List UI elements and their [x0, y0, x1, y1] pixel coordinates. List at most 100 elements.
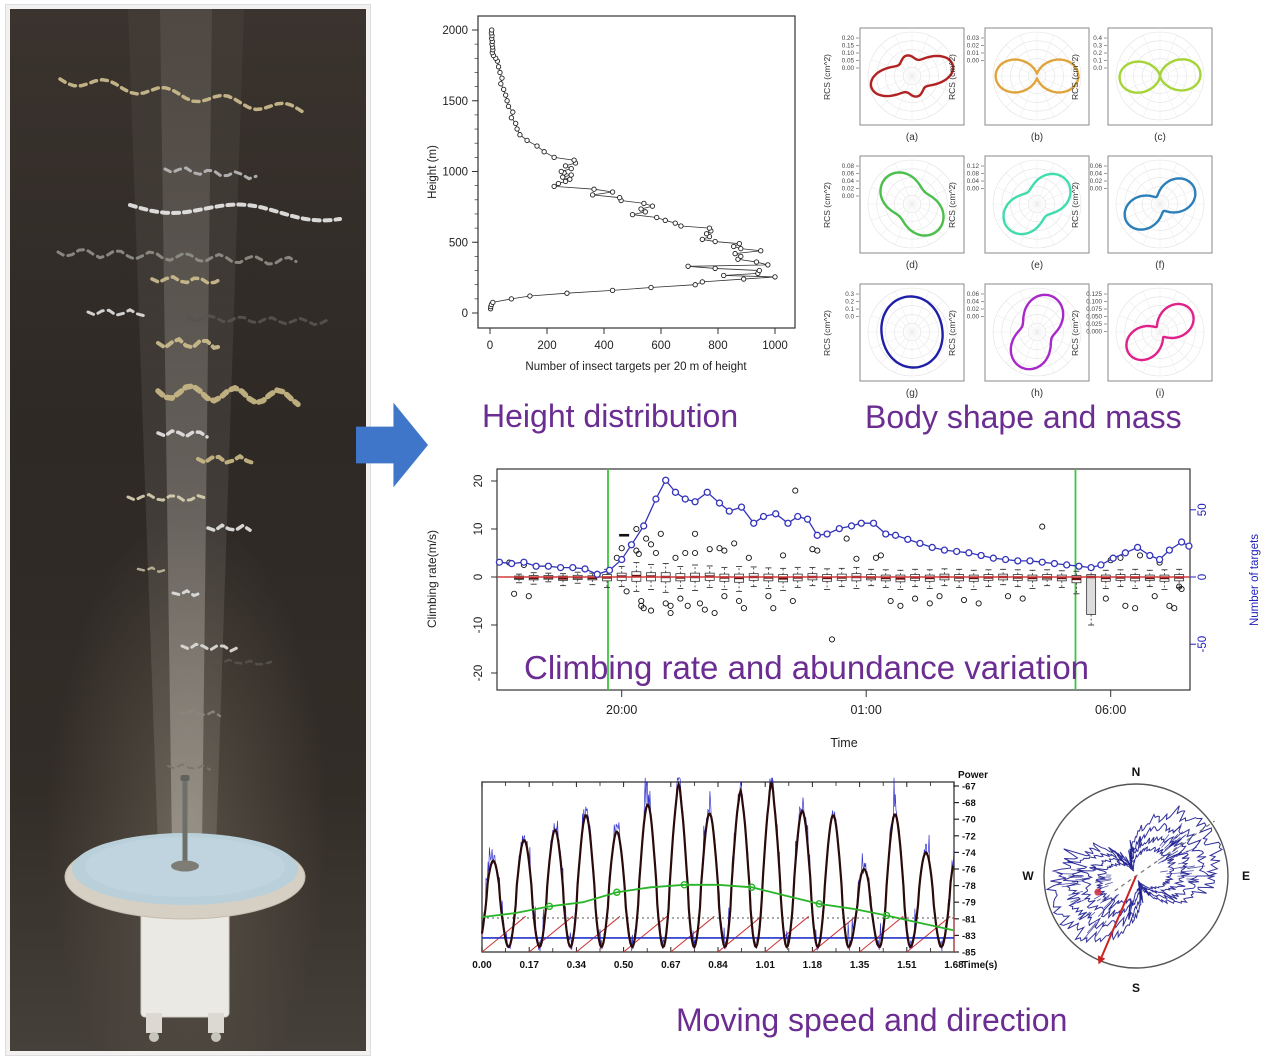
svg-text:Time: Time — [830, 736, 857, 750]
insect-trail — [126, 492, 207, 503]
svg-text:10: 10 — [473, 523, 485, 536]
svg-text:0.1: 0.1 — [1093, 58, 1102, 65]
insect-trail — [196, 453, 256, 466]
insect-trail — [136, 566, 168, 574]
svg-text:S: S — [1132, 981, 1140, 994]
polar-cell-(a): RCS (cm^2) 0.200.150.100.050.00 (a) — [822, 27, 965, 143]
height-chart-svg: 0 200 400 600 800 1000 0 500 1000 1500 2000 Height … — [427, 15, 796, 373]
insect-trail — [58, 77, 307, 116]
radar-dish — [64, 775, 306, 1042]
svg-text:(c): (c) — [1154, 132, 1166, 143]
svg-text:0.08: 0.08 — [967, 171, 980, 178]
svg-text:400: 400 — [594, 340, 613, 352]
svg-text:0.00: 0.00 — [842, 193, 855, 200]
svg-text:1.18: 1.18 — [803, 960, 823, 971]
svg-text:RCS (cm^2): RCS (cm^2) — [1070, 182, 1080, 228]
svg-text:1500: 1500 — [442, 96, 468, 108]
dish-feed-rod — [182, 779, 188, 867]
svg-text:0.075: 0.075 — [1086, 306, 1102, 313]
svg-text:01:00: 01:00 — [851, 703, 882, 717]
svg-text:0.05: 0.05 — [842, 58, 855, 65]
svg-text:-10: -10 — [473, 617, 485, 634]
svg-text:RCS (cm^2): RCS (cm^2) — [947, 310, 957, 356]
svg-text:0.04: 0.04 — [1090, 171, 1103, 178]
svg-text:0.20: 0.20 — [842, 35, 855, 42]
svg-text:0.125: 0.125 — [1086, 291, 1102, 298]
svg-text:-79: -79 — [962, 898, 976, 909]
svg-text:0.4: 0.4 — [1093, 35, 1102, 42]
svg-text:Climbing rate(m/s): Climbing rate(m/s) — [425, 530, 439, 628]
svg-text:RCS (cm^2): RCS (cm^2) — [822, 54, 832, 100]
svg-text:RCS (cm^2): RCS (cm^2) — [822, 182, 832, 228]
svg-text:0.06: 0.06 — [1090, 163, 1103, 170]
polar-grid-svg: RCS (cm^2)0.200.150.100.050.00(a)RCS (cm… — [822, 27, 1213, 399]
insect-trails-photo — [56, 9, 342, 1042]
insect-trail — [156, 429, 209, 439]
svg-text:06:00: 06:00 — [1095, 703, 1126, 717]
svg-text:0.2: 0.2 — [845, 299, 854, 306]
svg-text:1000: 1000 — [442, 167, 468, 179]
svg-text:-81: -81 — [962, 914, 976, 925]
svg-text:(d): (d) — [906, 260, 918, 271]
svg-text:0.02: 0.02 — [842, 186, 855, 193]
height-section-title: Height distribution — [482, 398, 739, 434]
rcs-shape — [879, 171, 945, 237]
svg-text:(h): (h) — [1031, 388, 1043, 399]
svg-text:0.01: 0.01 — [967, 50, 980, 57]
svg-text:-50: -50 — [1197, 636, 1209, 653]
radar-photo-panel — [6, 5, 370, 1055]
svg-text:0: 0 — [1197, 574, 1209, 580]
svg-text:-83: -83 — [962, 931, 976, 942]
direction-compass-chart: N S W E — [1008, 762, 1260, 995]
height-profile-line — [490, 29, 776, 309]
svg-text:1.68: 1.68 — [944, 960, 964, 971]
climbing-chart-svg: -20 -10 0 10 20 -50 0 50 20:00 01:00 06:00 Climbing… — [425, 468, 1261, 750]
svg-text:Height (m): Height (m) — [427, 145, 439, 199]
polar-cell-(i): RCS (cm^2) 0.1250.1000.0750.0500.0250.000… — [1070, 283, 1213, 399]
insect-trail — [167, 763, 211, 771]
insect-trail — [163, 166, 258, 181]
svg-text:0.08: 0.08 — [842, 163, 855, 170]
insect-trail — [128, 202, 342, 223]
svg-text:W: W — [1022, 869, 1034, 883]
svg-text:0.67: 0.67 — [661, 960, 681, 971]
insect-trail — [176, 709, 222, 718]
svg-text:0.06: 0.06 — [967, 291, 980, 298]
smoothed-signal — [480, 780, 954, 949]
polar-cell-(f): RCS (cm^2) 0.060.040.020.00 (f) — [1070, 155, 1213, 271]
rcs-shape — [994, 58, 1080, 94]
svg-text:600: 600 — [651, 340, 670, 352]
svg-text:0.000: 0.000 — [1086, 329, 1102, 336]
svg-text:(b): (b) — [1031, 132, 1043, 143]
svg-text:20: 20 — [473, 475, 485, 488]
svg-text:1.01: 1.01 — [755, 960, 775, 971]
insect-trail — [213, 658, 273, 666]
red-marker-dot — [1094, 888, 1102, 896]
svg-text:0.12: 0.12 — [967, 163, 980, 170]
svg-text:0.100: 0.100 — [1086, 299, 1102, 306]
compass-circle — [1043, 783, 1229, 969]
polar-cell-(d): RCS (cm^2) 0.080.060.040.020.00 (d) — [822, 155, 965, 271]
svg-text:0.0: 0.0 — [1093, 65, 1102, 72]
rcs-shape — [880, 295, 944, 369]
svg-text:-78: -78 — [962, 881, 976, 892]
rcs-shape — [1009, 293, 1065, 371]
insect-trail — [156, 336, 223, 351]
svg-text:0.02: 0.02 — [1090, 178, 1103, 185]
rcs-shape — [1125, 302, 1195, 362]
svg-text:-85: -85 — [962, 948, 976, 959]
insect-trail — [150, 274, 224, 285]
svg-text:-67: -67 — [962, 782, 976, 793]
svg-text:0.1: 0.1 — [845, 306, 854, 313]
svg-text:0.34: 0.34 — [567, 960, 587, 971]
svg-text:Time(s): Time(s) — [962, 960, 997, 971]
svg-text:RCS (cm^2): RCS (cm^2) — [947, 182, 957, 228]
svg-text:Power: Power — [958, 770, 988, 781]
rcs-shape — [1123, 177, 1197, 231]
polar-cell-(c): RCS (cm^2) 0.40.30.20.10.0 (c) — [1070, 27, 1213, 143]
svg-text:0: 0 — [462, 308, 468, 320]
climbing-section-title: Climbing rate and abundance variation — [524, 649, 1090, 686]
polar-cell-(h): RCS (cm^2) 0.060.040.020.00 (h) — [947, 283, 1090, 399]
climbing-rate-chart: -20 -10 0 10 20 -50 0 50 20:00 01:00 06:00 Climbing… — [420, 455, 1269, 760]
